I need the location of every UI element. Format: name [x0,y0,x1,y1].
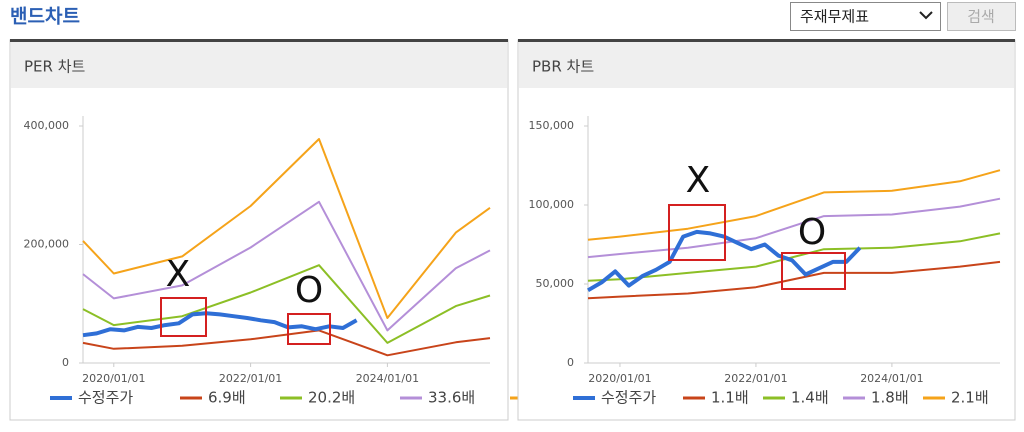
search-button-text: 검색 [967,8,995,26]
panel-top-border [518,39,1015,42]
series-line [587,197,1001,259]
x-tick-label: 2022/01/01 [219,372,282,385]
x-tick-label: 2020/01/01 [588,372,651,385]
y-tick-label: 150,000 [529,119,575,132]
series-line [82,138,491,319]
page-title: 밴드차트 [10,6,80,28]
select-text: 주재무제표 [800,8,869,26]
panel-top-border [10,39,508,42]
series-line [82,329,491,357]
legend-label: 수정주가 [78,389,133,407]
legend-label: 2.1배 [951,389,989,407]
annotation-text: O [295,270,323,311]
y-tick-label: 400,000 [24,119,70,132]
panel [517,39,1016,421]
legend-label: 6.9배 [208,389,246,407]
panel-header [11,42,507,88]
x-tick-label: 2024/01/01 [356,372,419,385]
annotation-box [287,313,331,345]
legend-label: 1.1배 [711,389,749,407]
y-tick-label: 100,000 [529,198,575,211]
select-box[interactable] [790,2,941,31]
series-line [82,311,358,338]
chart-title: PER 차트 [24,58,86,76]
y-tick-label: 50,000 [536,277,575,290]
series-line [587,169,1001,241]
x-tick-label: 2022/01/01 [724,372,787,385]
x-tick-label: 2020/01/01 [82,372,145,385]
annotation-box [781,252,846,290]
x-tick-label: 2024/01/01 [860,372,923,385]
y-tick-label: 0 [62,356,69,369]
legend-label: 33.6배 [428,389,475,407]
legend-label: 1.8배 [871,389,909,407]
y-tick-label: 200,000 [24,238,70,251]
annotation-box [668,204,726,261]
legend-label: 수정주가 [601,389,656,407]
legend-label: 1.4배 [791,389,829,407]
panel-header [519,42,1014,88]
annotation-text: X [686,160,711,201]
annotation-box [160,297,207,337]
panel [9,39,509,421]
chart-title: PBR 차트 [532,58,594,76]
series-line [82,264,491,344]
annotation-text: X [166,254,191,295]
search-button[interactable] [947,2,1016,31]
series-line [82,200,491,332]
select-arrow [919,11,933,20]
y-tick-label: 0 [567,356,574,369]
legend-label: 20.2배 [308,389,355,407]
annotation-text: O [798,212,826,253]
series-line [587,260,1001,300]
